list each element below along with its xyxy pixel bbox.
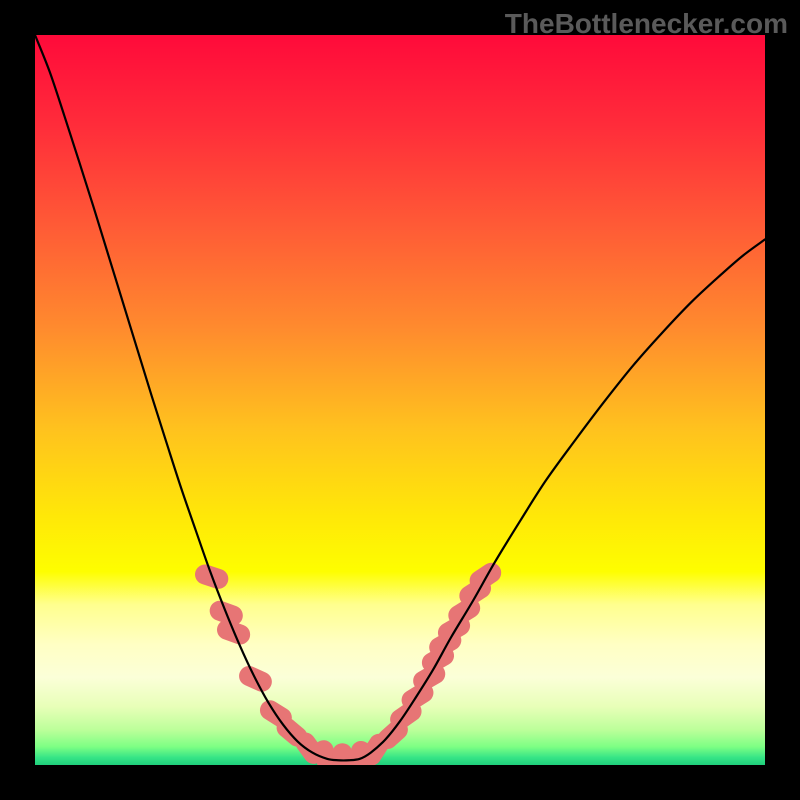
chart-container: TheBottlenecker.com <box>0 0 800 800</box>
plot-svg <box>35 35 765 765</box>
plot-area <box>35 35 765 765</box>
watermark-text: TheBottlenecker.com <box>505 8 788 40</box>
gradient-background <box>35 35 765 765</box>
